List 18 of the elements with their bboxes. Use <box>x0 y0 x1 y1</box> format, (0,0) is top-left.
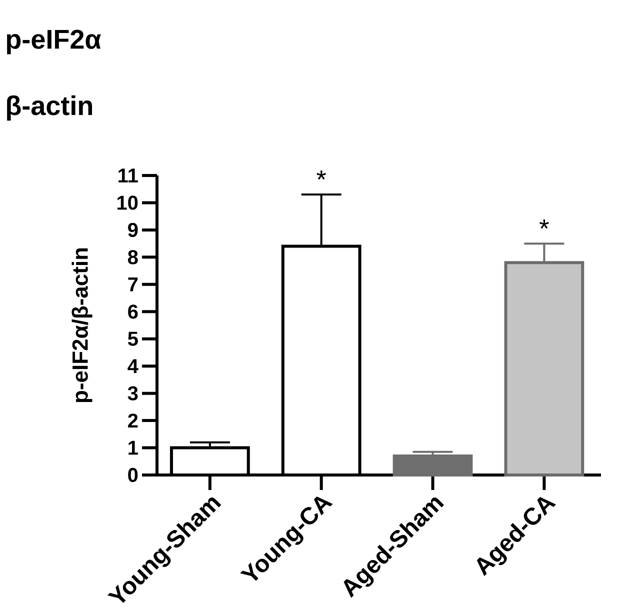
y-tick-label: 11 <box>118 168 138 182</box>
y-tick-label: 5 <box>128 332 138 346</box>
y-tick-label: 0 <box>128 468 138 482</box>
y-tick-label: 8 <box>128 250 138 264</box>
bar <box>392 454 473 476</box>
text: β-actin <box>7 95 92 121</box>
y-tick-label: 2 <box>128 414 138 428</box>
annotation: * <box>540 219 549 229</box>
y-tick-label: 3 <box>128 386 138 400</box>
y-tick-label: 6 <box>128 304 138 319</box>
y-tick-label: 7 <box>128 278 138 292</box>
y-tick-label: 1 <box>128 440 138 455</box>
y-tick-label: 9 <box>128 222 138 238</box>
y-tick-label: 4 <box>128 359 138 373</box>
annotation: * <box>316 170 326 180</box>
y-axis-title: p-eIF2α/β-actin <box>72 248 92 402</box>
text: p-eIF2α <box>6 30 102 54</box>
y-tick-label: 10 <box>117 196 138 210</box>
